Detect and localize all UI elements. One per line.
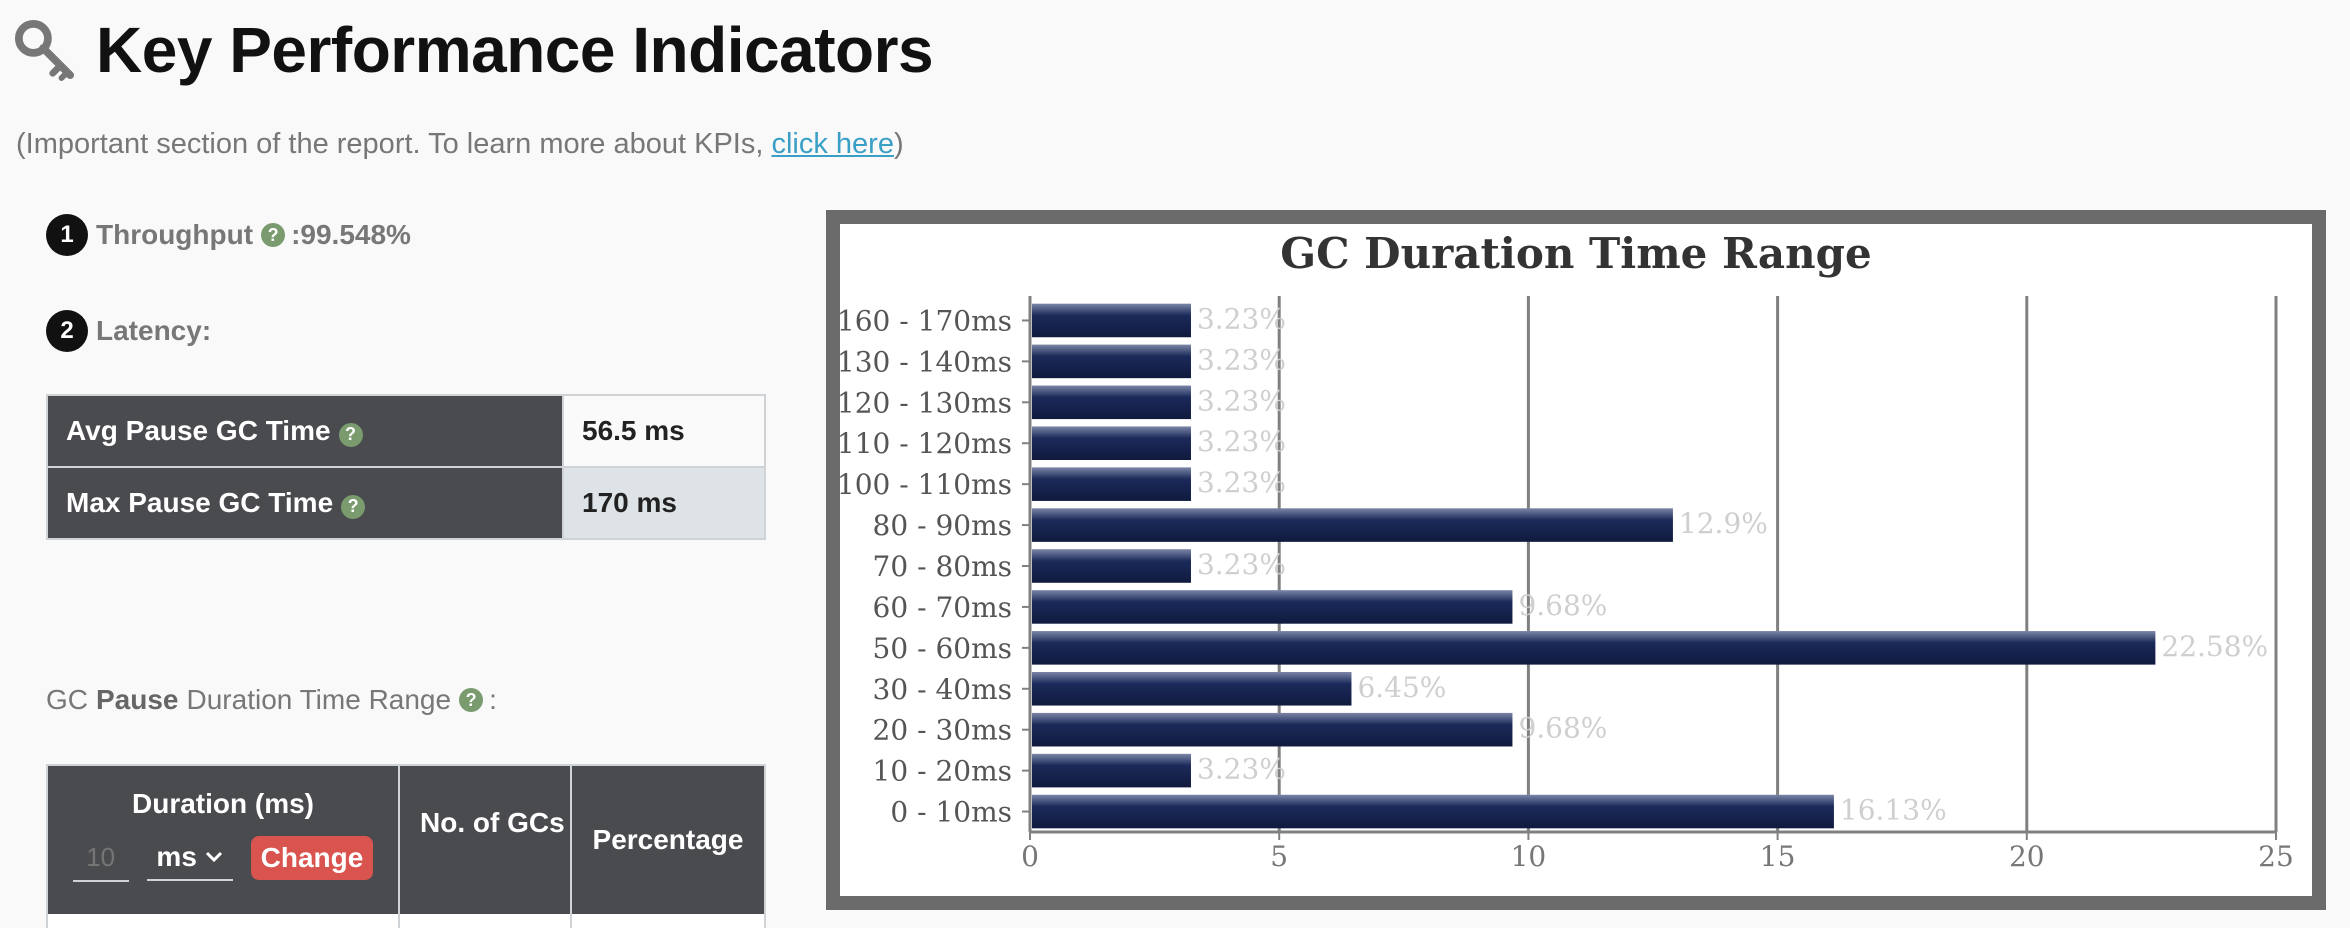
y-tick-label: 120 - 130ms: [840, 386, 1012, 419]
x-tick-label: 5: [1270, 840, 1288, 873]
range-suffix: Duration Time Range: [186, 684, 452, 715]
unit-value: ms: [156, 841, 197, 872]
bar: [1032, 344, 1191, 379]
avg-pause-value: 56.5 ms: [562, 394, 766, 468]
throughput-label: Throughput: [96, 219, 254, 250]
max-pause-value: 170 ms: [562, 466, 766, 540]
bar: [1032, 426, 1191, 461]
bar: [1032, 794, 1834, 829]
data-label: 3.23%: [1197, 548, 1286, 581]
y-tick-label: 30 - 40ms: [873, 673, 1012, 706]
y-tick-label: 0 - 10ms: [890, 796, 1012, 829]
data-label: 3.23%: [1197, 466, 1286, 499]
throughput-value: 99.548%: [300, 219, 411, 250]
bar: [1032, 549, 1191, 583]
kpi-number-badge: 2: [46, 310, 88, 352]
chart-title: GC Duration Time Range: [1280, 229, 1871, 278]
y-tick-label: 50 - 60ms: [873, 632, 1012, 665]
key-icon: [14, 19, 75, 81]
duration-table-header: Duration (ms) ms Change No. of GCs Perce…: [48, 766, 764, 914]
bar: [1032, 590, 1513, 624]
bar: [1032, 385, 1191, 420]
col-gcs: No. of GCs: [400, 766, 572, 914]
max-pause-label: Max Pause GC Time: [66, 487, 334, 518]
data-label: 22.58%: [2161, 630, 2268, 663]
pause-time-table: Avg Pause GC Time? 56.5 ms Max Pause GC …: [46, 394, 766, 540]
help-icon[interactable]: ?: [341, 494, 366, 519]
bar: [1032, 712, 1513, 747]
y-tick-label: 20 - 30ms: [873, 714, 1012, 747]
x-tick-label: 20: [2009, 840, 2045, 873]
data-label: 16.13%: [1840, 794, 1947, 827]
data-label: 3.23%: [1197, 302, 1286, 335]
help-icon[interactable]: ?: [261, 223, 286, 247]
y-tick-label: 80 - 90ms: [873, 509, 1012, 542]
y-tick-label: 160 - 170ms: [840, 304, 1012, 337]
data-label: 12.9%: [1679, 507, 1768, 540]
duration-table-body: [48, 914, 764, 928]
range-prefix: GC: [46, 684, 88, 715]
col-duration-label: Duration (ms): [132, 788, 314, 819]
intro-suffix: ): [893, 128, 904, 160]
throughput-line: 1 Throughput ? : 99.548%: [46, 214, 411, 256]
chart-svg: GC Duration Time Range 0 5 10 15 20 25 160 - 17…: [840, 229, 2294, 873]
change-button[interactable]: Change: [250, 836, 374, 880]
x-tick-label: 25: [2258, 840, 2294, 873]
y-tick-label: 130 - 140ms: [840, 345, 1012, 378]
unit-select[interactable]: ms: [146, 835, 233, 881]
help-icon[interactable]: ?: [338, 422, 363, 447]
table-row: Max Pause GC Time? 170 ms: [46, 466, 766, 540]
gc-duration-chart-frame: GC Duration Time Range 0 5 10 15 20 25 160 - 17…: [826, 210, 2326, 910]
bar: [1032, 467, 1191, 501]
latency-line: 2 Latency:: [46, 310, 211, 352]
bar: [1032, 631, 2156, 665]
bar: [1032, 508, 1673, 542]
duration-range-heading: GC Pause Duration Time Range ? :: [46, 684, 497, 716]
data-label: 6.45%: [1357, 671, 1446, 704]
x-tick-label: 0: [1021, 840, 1039, 873]
range-bold: Pause: [96, 684, 179, 715]
duration-table: Duration (ms) ms Change No. of GCs Perce…: [46, 764, 766, 928]
y-tick-label: 110 - 120ms: [840, 427, 1012, 460]
table-row: Avg Pause GC Time? 56.5 ms: [46, 394, 766, 468]
data-label: 9.68%: [1518, 712, 1607, 745]
data-label: 9.68%: [1518, 589, 1607, 622]
intro-prefix: (Important section of the report. To lea…: [16, 128, 772, 160]
data-label: 3.23%: [1197, 425, 1286, 458]
avg-pause-label: Avg Pause GC Time: [66, 415, 331, 446]
kpi-number-badge: 1: [46, 214, 88, 256]
chevron-down-icon: [205, 851, 222, 863]
duration-input[interactable]: [72, 834, 129, 882]
y-tick-label: 10 - 20ms: [873, 755, 1012, 788]
bar: [1032, 753, 1191, 788]
x-tick-label: 10: [1511, 840, 1547, 873]
y-tick-label: 60 - 70ms: [873, 591, 1012, 624]
bar: [1032, 303, 1191, 338]
col-duration: Duration (ms) ms Change: [48, 766, 400, 914]
bar: [1032, 671, 1352, 706]
data-label: 3.23%: [1197, 753, 1286, 786]
data-label: 3.23%: [1197, 343, 1286, 376]
col-percentage: Percentage: [592, 824, 744, 855]
max-pause-label-cell: Max Pause GC Time?: [46, 466, 564, 540]
y-tick-label: 70 - 80ms: [873, 550, 1012, 583]
data-label: 3.23%: [1197, 384, 1286, 417]
y-tick-label: 100 - 110ms: [840, 468, 1012, 501]
intro-text: (Important section of the report. To lea…: [16, 128, 904, 161]
learn-more-link[interactable]: click here: [771, 128, 894, 160]
throughput-separator: :: [291, 219, 301, 250]
range-colon: :: [489, 684, 497, 715]
latency-label: Latency:: [96, 315, 212, 346]
x-tick-label: 15: [1760, 840, 1796, 873]
duration-controls: ms Change: [48, 834, 398, 882]
avg-pause-label-cell: Avg Pause GC Time?: [46, 394, 564, 468]
help-icon[interactable]: ?: [459, 688, 484, 712]
page-header: Key Performance Indicators: [14, 10, 934, 90]
gc-duration-chart: GC Duration Time Range 0 5 10 15 20 25 160 - 17…: [840, 224, 2312, 896]
page-title: Key Performance Indicators: [96, 14, 934, 86]
